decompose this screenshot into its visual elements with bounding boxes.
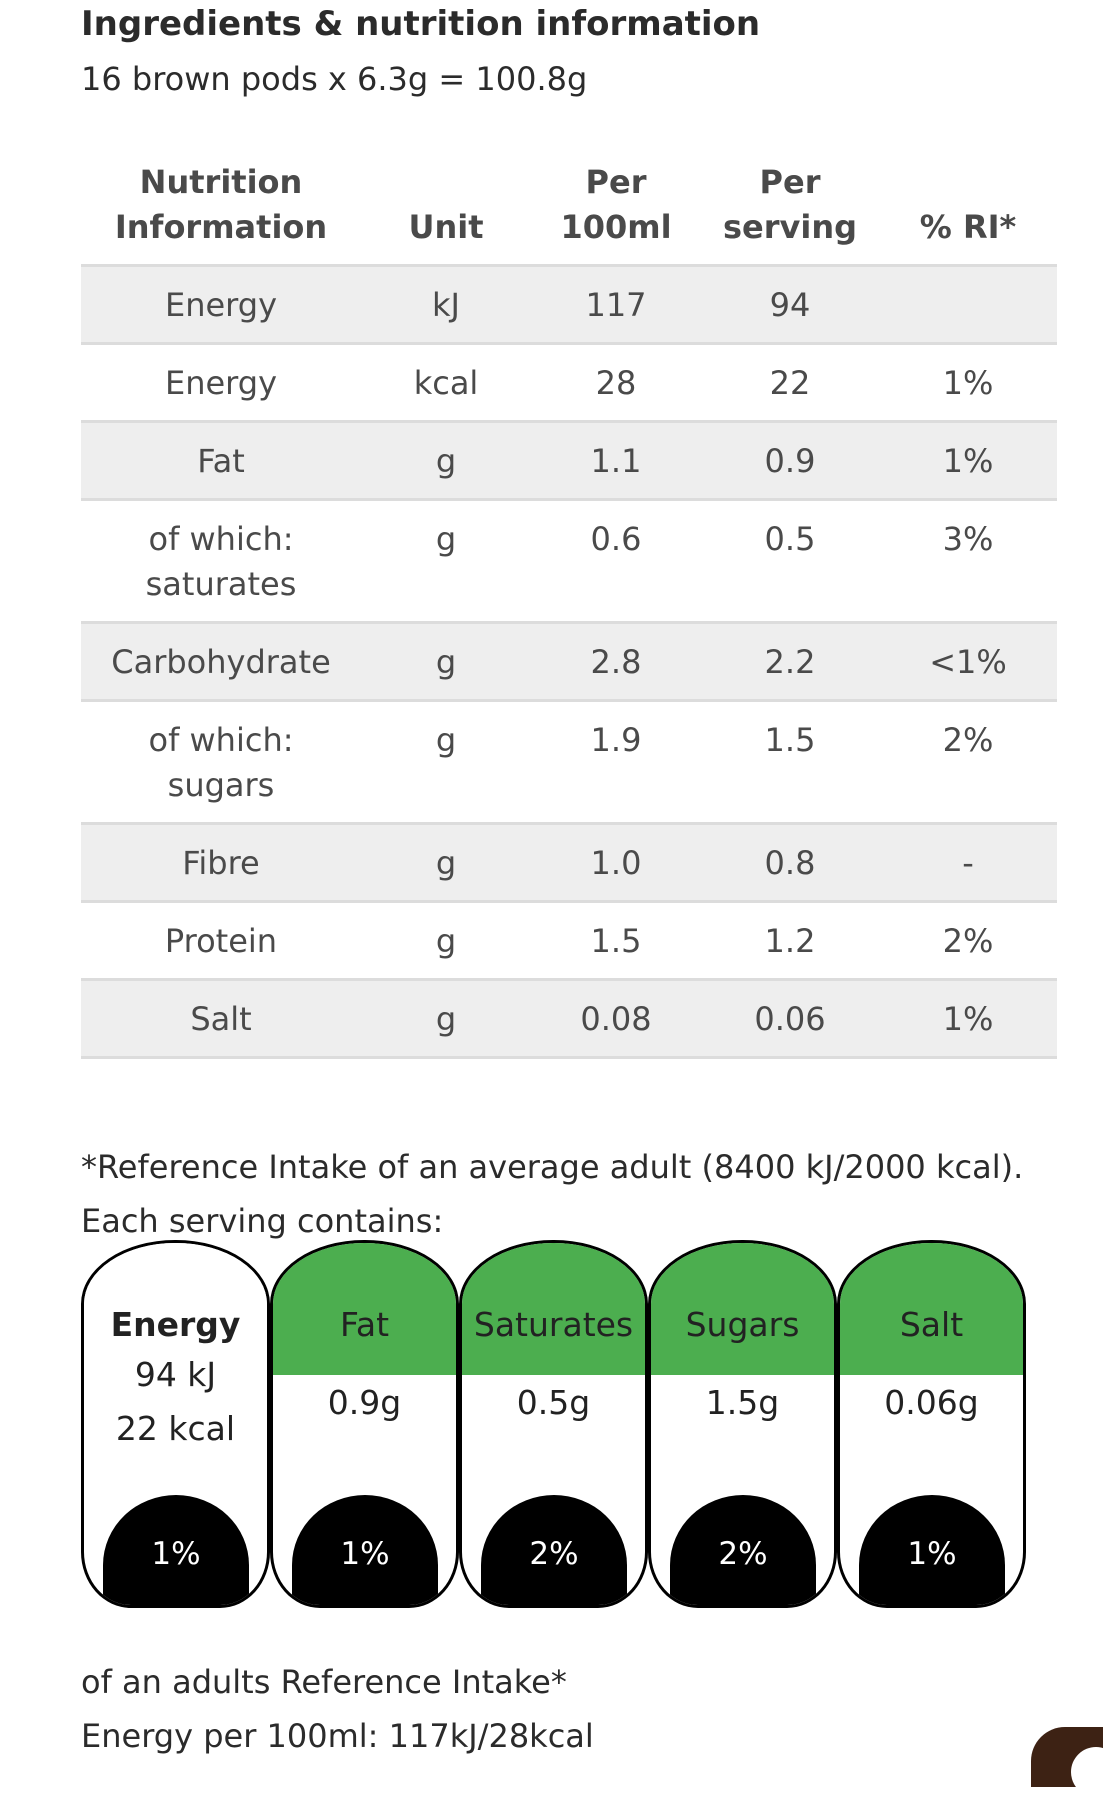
cell-per-serving: 0.5 <box>701 499 879 624</box>
table-row: of which: sugars g 1.9 1.5 2% <box>81 700 1057 825</box>
cell-per-serving: 0.8 <box>701 823 879 903</box>
cell-nutrient: Fibre <box>81 823 361 903</box>
cell-per-serving: 1.5 <box>701 700 879 825</box>
page-title: Ingredients & nutrition information <box>81 4 761 44</box>
label-header <box>462 1243 645 1375</box>
nutrition-table-body: Energy kJ 117 94 Energy kcal 28 22 1% Fat g 1.1 0.9 1… <box>81 265 1057 1059</box>
pack-size: 16 brown pods x 6.3g = 100.8g <box>81 60 588 98</box>
cell-per-100ml: 1.5 <box>531 901 701 981</box>
label-value: 1.5g <box>705 1383 780 1422</box>
cell-ri: 3% <box>879 499 1057 624</box>
table-row: Carbohydrate g 2.8 2.2 <1% <box>81 622 1057 702</box>
cell-per-100ml: 1.9 <box>531 700 701 825</box>
cell-ri <box>879 265 1057 345</box>
table-header-row: Nutrition Information Unit Per 100ml Per… <box>81 160 1057 267</box>
label-value: 0.06g <box>884 1383 979 1422</box>
label-percent: 1% <box>292 1495 438 1605</box>
label-name: Salt <box>899 1305 964 1344</box>
cell-per-100ml: 117 <box>531 265 701 345</box>
label-header <box>840 1243 1023 1375</box>
cell-unit: kcal <box>361 343 531 423</box>
table-row: Salt g 0.08 0.06 1% <box>81 979 1057 1059</box>
cell-per-100ml: 2.8 <box>531 622 701 702</box>
cell-unit: g <box>361 979 531 1059</box>
table-row: Protein g 1.5 1.2 2% <box>81 901 1057 981</box>
table-row: Energy kcal 28 22 1% <box>81 343 1057 423</box>
col-header-ri: % RI* <box>879 160 1057 267</box>
cell-unit: g <box>361 700 531 825</box>
cell-unit: g <box>361 823 531 903</box>
label-value: 0.5g <box>516 1383 591 1422</box>
label-percent: 1% <box>103 1495 249 1605</box>
table-row: Fibre g 1.0 0.8- <box>81 823 1057 903</box>
cell-ri: 1% <box>879 979 1057 1059</box>
cell-per-serving: 2.2 <box>701 622 879 702</box>
cell-unit: g <box>361 622 531 702</box>
cell-nutrient: of which: saturates <box>81 499 361 624</box>
reference-intake-line: *Reference Intake of an average adult (8… <box>81 1148 1024 1186</box>
cell-ri: 2% <box>879 901 1057 981</box>
cell-per-serving: 0.9 <box>701 421 879 501</box>
table-row: Fat g 1.1 0.9 1% <box>81 421 1057 501</box>
cell-nutrient: Energy <box>81 265 361 345</box>
traffic-light-labels: Energy 94 kJ 22 kcal 1% Fat 0.9g 1% Satu… <box>81 1240 1033 1610</box>
cell-per-100ml: 28 <box>531 343 701 423</box>
cell-per-serving: 1.2 <box>701 901 879 981</box>
cell-per-100ml: 0.08 <box>531 979 701 1059</box>
footer-note: of an adults Reference Intake* Energy pe… <box>81 1655 594 1763</box>
label-header <box>84 1243 267 1375</box>
label-value-kj: 94 kJ <box>134 1355 217 1394</box>
cell-unit: kJ <box>361 265 531 345</box>
energy-per-100ml: Energy per 100ml: 117kJ/28kcal <box>81 1717 594 1755</box>
cell-nutrient: Fat <box>81 421 361 501</box>
cell-per-100ml: 1.1 <box>531 421 701 501</box>
cell-per-100ml: 1.0 <box>531 823 701 903</box>
label-header <box>651 1243 834 1375</box>
label-value-kcal: 22 kcal <box>115 1409 236 1448</box>
cell-per-serving: 0.06 <box>701 979 879 1059</box>
col-header-unit: Unit <box>361 160 531 267</box>
reference-intake-note: *Reference Intake of an average adult (8… <box>81 1140 1023 1248</box>
cell-nutrient: Carbohydrate <box>81 622 361 702</box>
label-percent: 2% <box>481 1495 627 1605</box>
adult-ri-note: of an adults Reference Intake* <box>81 1663 567 1701</box>
cell-nutrient: of which: sugars <box>81 700 361 825</box>
cell-nutrient: Salt <box>81 979 361 1059</box>
label-header <box>273 1243 456 1375</box>
cell-per-serving: 94 <box>701 265 879 345</box>
cell-ri: 2% <box>879 700 1057 825</box>
cell-nutrient: Energy <box>81 343 361 423</box>
label-name: Sugars <box>685 1305 800 1344</box>
label-name: Fat <box>339 1305 390 1344</box>
cell-ri: - <box>879 823 1057 903</box>
col-header-nutrient: Nutrition Information <box>81 160 361 267</box>
cell-unit: g <box>361 901 531 981</box>
label-name: Saturates <box>473 1305 634 1344</box>
cell-nutrient: Protein <box>81 901 361 981</box>
cell-per-serving: 22 <box>701 343 879 423</box>
label-salt: Salt 0.06g 1% <box>837 1240 1026 1608</box>
each-serving-label: Each serving contains: <box>81 1202 444 1240</box>
label-sugars: Sugars 1.5g 2% <box>648 1240 837 1608</box>
cell-ri: 1% <box>879 421 1057 501</box>
cell-unit: g <box>361 499 531 624</box>
cell-per-100ml: 0.6 <box>531 499 701 624</box>
label-energy: Energy 94 kJ 22 kcal 1% <box>81 1240 270 1608</box>
cell-unit: g <box>361 421 531 501</box>
cell-ri: 1% <box>879 343 1057 423</box>
label-name: Energy <box>110 1305 241 1344</box>
col-header-per-serving: Per serving <box>701 160 879 267</box>
chat-widget-button[interactable] <box>1031 1727 1103 1797</box>
table-row: of which: saturates g 0.6 0.5 3% <box>81 499 1057 624</box>
label-percent: 1% <box>859 1495 1005 1605</box>
label-value: 0.9g <box>327 1383 402 1422</box>
label-percent: 2% <box>670 1495 816 1605</box>
label-fat: Fat 0.9g 1% <box>270 1240 459 1608</box>
label-saturates: Saturates 0.5g 2% <box>459 1240 648 1608</box>
nutrition-table: Nutrition Information Unit Per 100ml Per… <box>81 160 1057 1059</box>
cell-ri: <1% <box>879 622 1057 702</box>
table-row: Energy kJ 117 94 <box>81 265 1057 345</box>
col-header-per-100ml: Per 100ml <box>531 160 701 267</box>
